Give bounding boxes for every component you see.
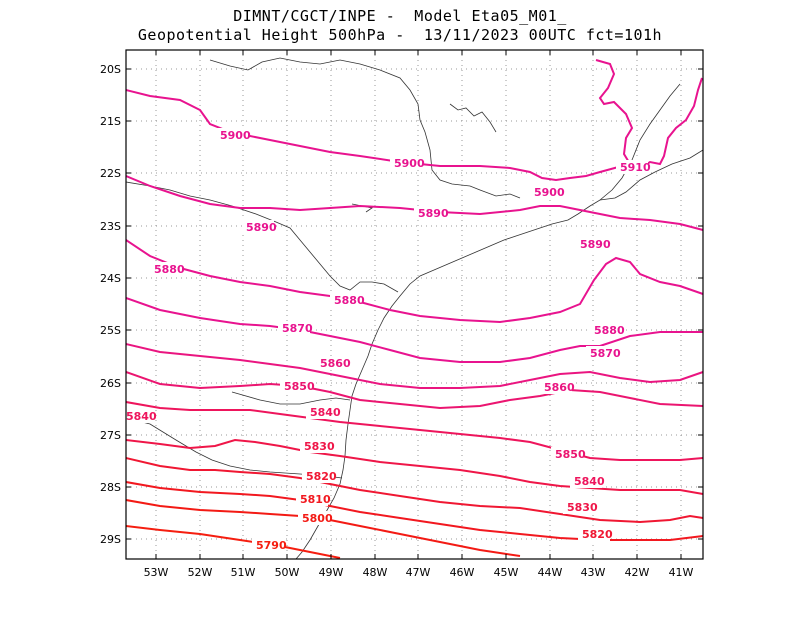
- contour-label-5890: 5890: [246, 221, 277, 234]
- coastline: [295, 149, 704, 560]
- lat-label-28s: 28S: [100, 481, 121, 494]
- lon-label-45w: 45W: [494, 566, 519, 579]
- geographic-boundaries: [125, 57, 704, 560]
- lon-label-49w: 49W: [319, 566, 344, 579]
- contour-label-5830: 5830: [304, 440, 335, 453]
- reservoir-1: [449, 103, 497, 133]
- contour-label-5880: 5880: [154, 263, 185, 276]
- contour-label-5880: 5880: [594, 324, 625, 337]
- map-title-line2: Geopotential Height 500hPa - 13/11/2023 …: [137, 26, 663, 44]
- state-border-sp-mg: [209, 57, 521, 199]
- lat-label-21s: 21S: [100, 115, 121, 128]
- contour-5810: [125, 481, 704, 541]
- lon-label-48w: 48W: [363, 566, 388, 579]
- contour-label-5900: 5900: [534, 186, 565, 199]
- lat-label-23s: 23S: [100, 220, 121, 233]
- contour-label-5790: 5790: [256, 539, 287, 552]
- contour-label-5820: 5820: [306, 470, 337, 483]
- grid-lines: [126, 50, 703, 559]
- lon-label-44w: 44W: [538, 566, 563, 579]
- state-border-pr-sc: [231, 391, 351, 405]
- contour-label-5870: 5870: [590, 347, 621, 360]
- lat-label-24s: 24S: [100, 272, 121, 285]
- contour-5790: [125, 525, 341, 559]
- contour-label-5870: 5870: [282, 322, 313, 335]
- lon-axis: [155, 50, 682, 559]
- contour-label-5900: 5900: [220, 129, 251, 142]
- contour-5850: [125, 371, 704, 410]
- lat-label-29s: 29S: [100, 533, 121, 546]
- state-border-sp-pr: [125, 181, 399, 293]
- contour-label-5850: 5850: [284, 380, 315, 393]
- lon-label-46w: 46W: [450, 566, 475, 579]
- contour-label-5860: 5860: [320, 357, 351, 370]
- contour-5820: [125, 457, 704, 524]
- contour-label-5890: 5890: [580, 238, 611, 251]
- lon-label-42w: 42W: [625, 566, 650, 579]
- contour-label-5830: 5830: [567, 501, 598, 514]
- contour-label-5800: 5800: [302, 512, 333, 525]
- contour-5910: [595, 59, 703, 168]
- contour-5860: [125, 343, 704, 389]
- contour-label-5840: 5840: [574, 475, 605, 488]
- contour-label-5890: 5890: [418, 207, 449, 220]
- lat-label-25s: 25S: [100, 324, 121, 337]
- state-border-rj: [599, 83, 681, 201]
- map-title-line1: DIMNT/CGCT/INPE - Model Eta05_M01_: [233, 7, 567, 25]
- lat-label-26s: 26S: [100, 377, 121, 390]
- contour-label-5810: 5810: [300, 493, 331, 506]
- contour-label-5880: 5880: [334, 294, 365, 307]
- contour-label-5820: 5820: [582, 528, 613, 541]
- lat-axis: [126, 68, 703, 540]
- lon-label-43w: 43W: [581, 566, 606, 579]
- contour-5830: [125, 438, 704, 495]
- lon-label-47w: 47W: [406, 566, 431, 579]
- lon-label-53w: 53W: [144, 566, 169, 579]
- contour-label-5900: 5900: [394, 157, 425, 170]
- contour-label-5850: 5850: [555, 448, 586, 461]
- lon-label-52w: 52W: [188, 566, 213, 579]
- lon-label-50w: 50W: [275, 566, 300, 579]
- contour-5900: [125, 89, 641, 182]
- contour-label-5840: 5840: [310, 406, 341, 419]
- contour-lines: [125, 59, 704, 559]
- lat-label-27s: 27S: [100, 429, 121, 442]
- contour-label-5910: 5910: [620, 161, 651, 174]
- map-frame: [125, 49, 704, 560]
- lat-label-22s: 22S: [100, 167, 121, 180]
- contour-5880: [125, 239, 704, 324]
- contour-5840: [125, 401, 704, 461]
- lat-label-20s: 20S: [100, 63, 121, 76]
- lon-label-51w: 51W: [231, 566, 256, 579]
- contour-labels: 5910 5900 5900 5900 5890 5890 5890 5880 …: [122, 128, 651, 552]
- contour-label-5860: 5860: [544, 381, 575, 394]
- lon-label-41w: 41W: [669, 566, 694, 579]
- contour-label-5840: 5840: [126, 410, 157, 423]
